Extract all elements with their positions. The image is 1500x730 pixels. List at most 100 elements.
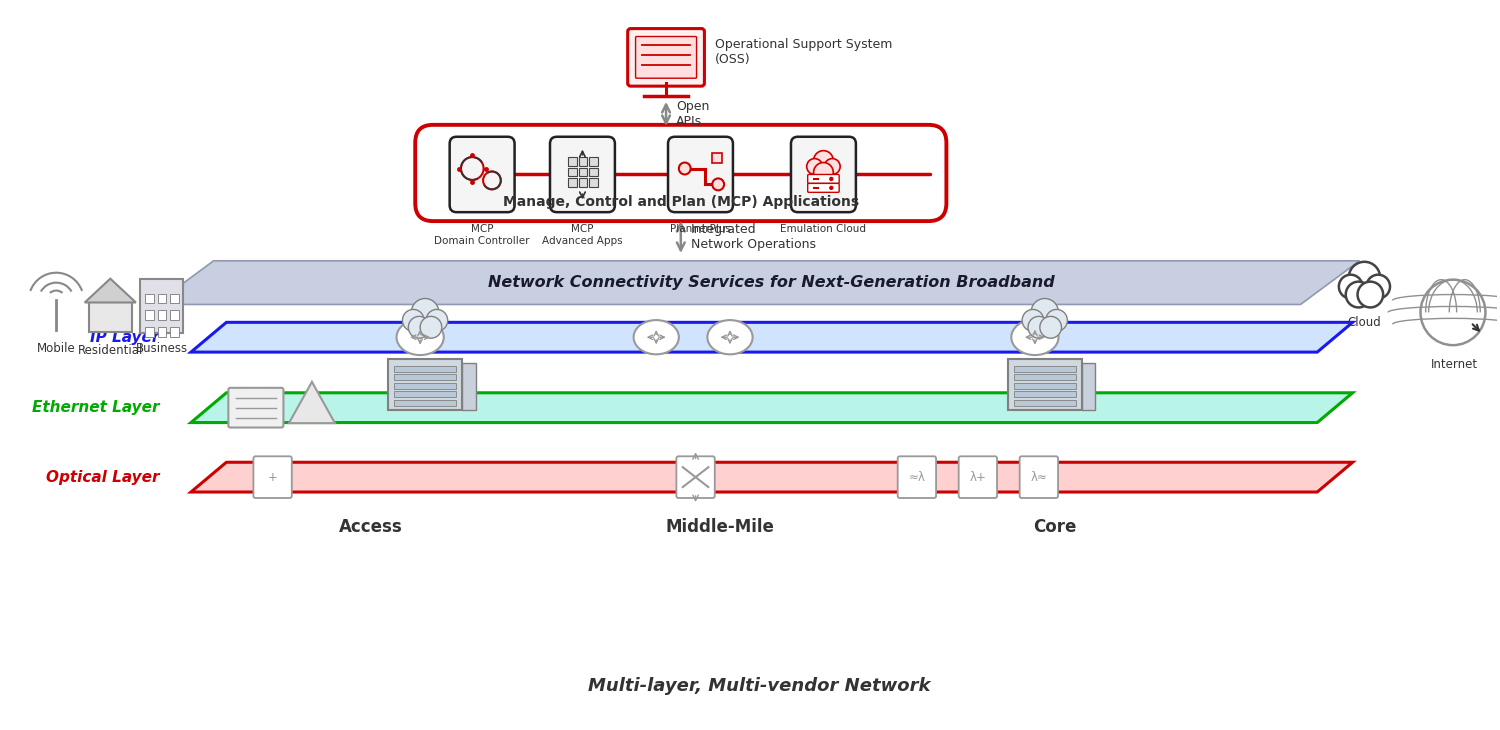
Text: Mobile: Mobile bbox=[38, 342, 75, 355]
Bar bbox=[88, 302, 132, 332]
Text: Manage, Control and Plan (MCP) Applications: Manage, Control and Plan (MCP) Applicati… bbox=[503, 195, 860, 210]
Bar bbox=[158, 310, 166, 320]
Bar bbox=[590, 167, 598, 177]
Circle shape bbox=[1046, 310, 1068, 331]
FancyBboxPatch shape bbox=[676, 456, 714, 498]
Polygon shape bbox=[190, 462, 1353, 492]
Bar bbox=[388, 359, 462, 410]
Text: Network Connectivity Services for Next-Generation Broadband: Network Connectivity Services for Next-G… bbox=[489, 275, 1054, 290]
FancyBboxPatch shape bbox=[790, 137, 856, 212]
Circle shape bbox=[825, 158, 840, 174]
Bar bbox=[394, 383, 456, 389]
Text: Operational Support System
(OSS): Operational Support System (OSS) bbox=[716, 39, 892, 66]
Bar bbox=[712, 153, 722, 163]
FancyBboxPatch shape bbox=[897, 456, 936, 498]
Bar bbox=[1014, 391, 1076, 397]
Circle shape bbox=[830, 177, 833, 180]
Bar bbox=[579, 157, 588, 166]
Polygon shape bbox=[84, 279, 136, 302]
FancyBboxPatch shape bbox=[636, 36, 696, 78]
FancyBboxPatch shape bbox=[807, 183, 838, 192]
FancyBboxPatch shape bbox=[627, 28, 705, 86]
Text: Core: Core bbox=[1034, 518, 1077, 536]
Circle shape bbox=[1030, 299, 1059, 326]
Text: MCP
Advanced Apps: MCP Advanced Apps bbox=[542, 224, 622, 247]
Bar bbox=[144, 327, 153, 337]
Text: Access: Access bbox=[339, 518, 404, 536]
Bar bbox=[567, 178, 576, 188]
Bar bbox=[567, 157, 576, 166]
Ellipse shape bbox=[708, 320, 753, 354]
FancyBboxPatch shape bbox=[254, 456, 292, 498]
Text: Optical Layer: Optical Layer bbox=[46, 469, 159, 485]
Bar bbox=[144, 310, 153, 320]
Bar bbox=[394, 400, 456, 406]
Bar bbox=[144, 293, 153, 304]
Bar bbox=[158, 293, 166, 304]
Text: Cloud: Cloud bbox=[1347, 316, 1382, 328]
Text: Residential: Residential bbox=[78, 344, 142, 357]
Circle shape bbox=[1022, 310, 1044, 331]
Circle shape bbox=[420, 316, 442, 338]
Bar bbox=[590, 157, 598, 166]
Circle shape bbox=[807, 158, 822, 174]
Circle shape bbox=[426, 310, 447, 331]
Bar bbox=[579, 178, 588, 188]
Circle shape bbox=[830, 186, 833, 189]
Text: Business: Business bbox=[135, 342, 188, 355]
Text: +: + bbox=[267, 471, 278, 484]
Circle shape bbox=[813, 150, 834, 171]
Text: λ≈: λ≈ bbox=[1030, 471, 1047, 484]
Circle shape bbox=[408, 316, 430, 338]
Circle shape bbox=[1040, 316, 1062, 338]
Ellipse shape bbox=[633, 320, 680, 354]
Polygon shape bbox=[290, 382, 334, 423]
Bar bbox=[394, 366, 456, 372]
Circle shape bbox=[1348, 262, 1380, 293]
Bar bbox=[394, 391, 456, 397]
Circle shape bbox=[1420, 280, 1485, 345]
Circle shape bbox=[680, 163, 690, 174]
FancyBboxPatch shape bbox=[958, 456, 998, 498]
Text: MCP
Domain Controller: MCP Domain Controller bbox=[435, 224, 530, 247]
Text: λ+: λ+ bbox=[969, 471, 987, 484]
Text: ≈λ: ≈λ bbox=[909, 471, 926, 484]
Text: Multi-layer, Multi-vendor Network: Multi-layer, Multi-vendor Network bbox=[588, 677, 930, 694]
Polygon shape bbox=[190, 393, 1353, 423]
Bar bbox=[158, 327, 166, 337]
Bar bbox=[1014, 383, 1076, 389]
Circle shape bbox=[1028, 316, 1050, 338]
Bar bbox=[462, 364, 476, 410]
Bar bbox=[567, 167, 576, 177]
Bar bbox=[1014, 400, 1076, 406]
Circle shape bbox=[1366, 274, 1390, 299]
Text: Middle-Mile: Middle-Mile bbox=[666, 518, 774, 536]
Circle shape bbox=[813, 163, 834, 182]
Bar bbox=[579, 167, 588, 177]
FancyBboxPatch shape bbox=[450, 137, 514, 212]
Circle shape bbox=[411, 299, 440, 326]
Text: Open
APIs: Open APIs bbox=[676, 100, 710, 128]
Polygon shape bbox=[190, 323, 1353, 352]
FancyBboxPatch shape bbox=[416, 125, 946, 221]
FancyBboxPatch shape bbox=[807, 174, 838, 183]
Bar bbox=[1014, 374, 1076, 380]
Text: IP Layer: IP Layer bbox=[90, 330, 159, 345]
Ellipse shape bbox=[1011, 319, 1059, 355]
Bar bbox=[1008, 359, 1082, 410]
Bar bbox=[140, 279, 183, 333]
Text: Internet: Internet bbox=[1431, 358, 1479, 371]
Bar bbox=[171, 293, 178, 304]
Text: Emulation Cloud: Emulation Cloud bbox=[780, 224, 867, 234]
Bar bbox=[171, 310, 178, 320]
Bar bbox=[394, 374, 456, 380]
Polygon shape bbox=[154, 261, 1359, 304]
FancyBboxPatch shape bbox=[228, 388, 284, 428]
Bar bbox=[590, 178, 598, 188]
FancyBboxPatch shape bbox=[1020, 456, 1058, 498]
Circle shape bbox=[712, 178, 724, 191]
Text: PlannerPlus: PlannerPlus bbox=[670, 224, 730, 234]
Text: Ethernet Layer: Ethernet Layer bbox=[32, 400, 159, 415]
FancyBboxPatch shape bbox=[550, 137, 615, 212]
Bar bbox=[1014, 366, 1076, 372]
